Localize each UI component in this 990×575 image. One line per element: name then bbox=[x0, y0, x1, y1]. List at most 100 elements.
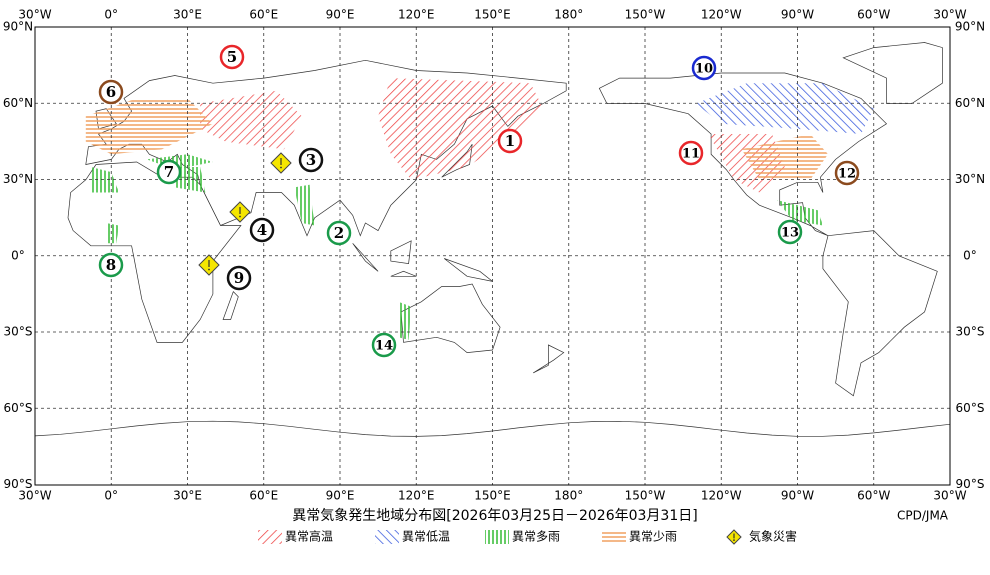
anomaly-area bbox=[85, 98, 213, 155]
anomaly-area bbox=[106, 223, 119, 244]
lat-label: 30°S bbox=[956, 325, 985, 339]
landmass bbox=[842, 42, 943, 104]
lon-label: 150°E bbox=[474, 8, 511, 22]
marker-ring bbox=[156, 159, 182, 185]
marker-ring bbox=[777, 219, 803, 245]
landmass bbox=[400, 283, 501, 353]
marker-ring bbox=[226, 265, 252, 291]
marker-ring bbox=[98, 252, 124, 278]
lon-label: 90°E bbox=[326, 489, 355, 503]
lat-label: 30°N bbox=[955, 172, 985, 186]
anomaly-area bbox=[378, 78, 544, 180]
legend-swatch bbox=[485, 530, 509, 544]
lon-label: 30°W bbox=[933, 489, 966, 503]
marker-ring bbox=[219, 44, 245, 70]
marker-number: 6 bbox=[106, 83, 116, 101]
lon-label: 0° bbox=[104, 8, 118, 22]
lon-label: 60°W bbox=[857, 8, 890, 22]
lat-label: 90°S bbox=[4, 477, 33, 491]
lon-label: 90°W bbox=[781, 8, 814, 22]
lon-label: 60°E bbox=[249, 8, 278, 22]
marker-ring bbox=[691, 55, 717, 81]
graticule bbox=[35, 27, 950, 485]
anomaly-area bbox=[741, 134, 828, 180]
legend-label: 気象災害 bbox=[749, 529, 797, 544]
marker-number: 10 bbox=[695, 62, 713, 77]
marker-ring bbox=[98, 79, 124, 105]
lon-label: 30°W bbox=[933, 8, 966, 22]
lon-label: 30°E bbox=[173, 8, 202, 22]
lat-label: 60°S bbox=[956, 401, 985, 415]
marker-number: 1 bbox=[505, 132, 515, 150]
lat-label: 60°S bbox=[4, 401, 33, 415]
anomaly-area bbox=[146, 154, 213, 170]
anomaly-area bbox=[777, 200, 823, 226]
map-title: 異常気象発生地域分布図[2026年03月25日－2026年03月31日] bbox=[292, 508, 697, 524]
marker-ring bbox=[678, 140, 704, 166]
marker-ring bbox=[834, 160, 860, 186]
marker-number: 2 bbox=[334, 224, 344, 242]
landmass bbox=[390, 270, 417, 277]
landmass bbox=[533, 344, 565, 374]
lon-label: 150°W bbox=[625, 8, 666, 22]
lon-label: 150°E bbox=[474, 489, 511, 503]
legend-swatch bbox=[602, 530, 626, 544]
marker-number: 3 bbox=[306, 151, 316, 169]
lat-label: 30°N bbox=[3, 172, 33, 186]
marker-ring bbox=[371, 332, 397, 358]
anomaly-area bbox=[695, 83, 874, 134]
lon-label: 150°W bbox=[625, 489, 666, 503]
anomaly-area bbox=[90, 167, 119, 193]
lat-label: 90°N bbox=[3, 20, 33, 34]
axis-labels: 30°W30°W0°0°30°E30°E60°E60°E90°E90°E120°… bbox=[3, 8, 985, 503]
lat-label: 90°S bbox=[956, 477, 985, 491]
lon-label: 0° bbox=[104, 489, 118, 503]
landmass bbox=[222, 290, 239, 320]
anomaly-area bbox=[294, 184, 315, 226]
marker-number: 4 bbox=[257, 221, 267, 239]
anomaly-area bbox=[174, 167, 206, 193]
hazard-dot bbox=[208, 268, 210, 271]
legend-label: 異常低温 bbox=[402, 530, 450, 544]
anomaly-area bbox=[398, 301, 412, 340]
map-frame bbox=[34, 26, 951, 486]
marker-number: 11 bbox=[682, 147, 700, 162]
lon-label: 30°E bbox=[173, 489, 202, 503]
marker-number: 9 bbox=[234, 269, 244, 287]
lon-label: 120°E bbox=[398, 8, 435, 22]
lon-label: 30°W bbox=[18, 8, 51, 22]
marker-number: 5 bbox=[227, 48, 237, 66]
marker-number: 7 bbox=[164, 163, 174, 181]
marker-number: 12 bbox=[838, 167, 856, 182]
hazard-dot bbox=[280, 166, 282, 169]
legend-swatch bbox=[375, 530, 399, 544]
lon-label: 180° bbox=[554, 8, 583, 22]
marker-number: 13 bbox=[781, 226, 799, 241]
lon-label: 120°E bbox=[398, 489, 435, 503]
lon-label: 90°E bbox=[326, 8, 355, 22]
lat-label: 90°N bbox=[955, 20, 985, 34]
landmass bbox=[443, 258, 493, 282]
lat-label: 60°N bbox=[3, 96, 33, 110]
lat-label: 0° bbox=[963, 248, 977, 262]
landmass bbox=[352, 243, 379, 272]
marker-number: 14 bbox=[375, 339, 393, 354]
credit: CPD/JMA bbox=[897, 509, 949, 523]
marker-ring bbox=[497, 128, 523, 154]
anomaly-area bbox=[200, 90, 302, 150]
landmass bbox=[390, 240, 412, 264]
lat-label: 0° bbox=[11, 248, 25, 262]
legend-swatch bbox=[258, 530, 282, 544]
legend-label: 異常高温 bbox=[285, 529, 333, 544]
legend-label: 異常少雨 bbox=[629, 530, 677, 544]
marker-ring bbox=[249, 217, 275, 243]
marker-ring bbox=[326, 220, 352, 246]
lon-label: 30°W bbox=[18, 489, 51, 503]
lon-label: 120°W bbox=[701, 489, 742, 503]
hazard-dot bbox=[239, 215, 241, 218]
lon-label: 120°W bbox=[701, 8, 742, 22]
lon-label: 90°W bbox=[781, 489, 814, 503]
legend-label: 異常多雨 bbox=[512, 530, 560, 544]
